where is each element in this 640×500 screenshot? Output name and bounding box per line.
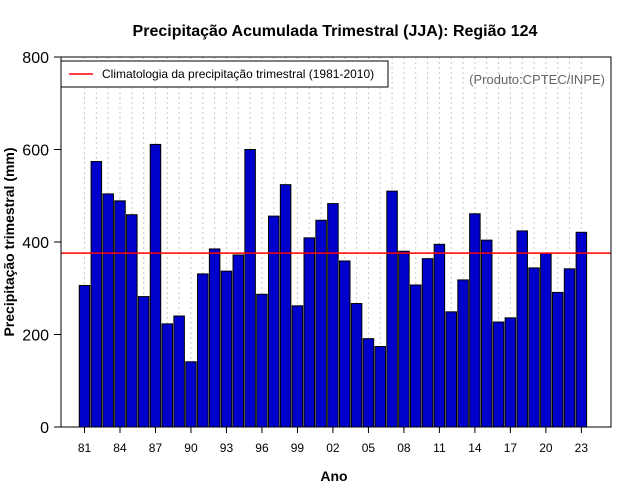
bar-2002 — [327, 203, 339, 428]
bar-2001 — [315, 219, 327, 428]
bar-1983 — [102, 193, 114, 428]
x-tick-label: 23 — [575, 441, 589, 455]
y-tick-label: 200 — [22, 328, 49, 345]
chart-title: Precipitação Acumulada Trimestral (JJA):… — [133, 23, 538, 40]
y-tick-label: 0 — [40, 420, 49, 437]
bar-2005 — [362, 338, 375, 428]
bar-1996 — [256, 293, 268, 428]
x-tick-label: 84 — [113, 441, 127, 455]
legend-label: Climatologia da precipitação trimestral … — [102, 67, 374, 81]
x-tick-label: 99 — [291, 441, 305, 455]
x-tick-label: 02 — [326, 441, 340, 455]
x-tick-label: 20 — [539, 441, 553, 455]
bar-2010 — [421, 258, 434, 428]
bar-2013 — [457, 279, 469, 428]
product-credit: (Produto:CPTEC/INPE) — [469, 72, 605, 87]
bar-1982 — [90, 161, 103, 428]
bar-1981 — [78, 284, 91, 428]
bar-1992 — [208, 248, 221, 428]
bar-1990 — [185, 361, 197, 428]
bar-1994 — [232, 254, 245, 428]
bar-2011 — [433, 243, 446, 428]
bar-1985 — [126, 214, 138, 428]
bar-2021 — [551, 291, 564, 428]
bar-2006 — [374, 346, 386, 428]
x-tick-label: 14 — [468, 441, 482, 455]
bar-2000 — [303, 237, 316, 428]
bar-1999 — [291, 305, 304, 428]
bar-1991 — [197, 273, 209, 428]
bar-1997 — [268, 215, 280, 428]
legend: Climatologia da precipitação trimestral … — [60, 60, 389, 88]
bar-2007 — [386, 190, 398, 428]
x-tick-label: 08 — [397, 441, 411, 455]
y-axis-title: Precipitação trimestral (mm) — [1, 147, 17, 336]
x-tick-label: 93 — [220, 441, 234, 455]
legend-box — [60, 60, 389, 88]
bar-1988 — [161, 323, 174, 428]
x-tick-label: 90 — [184, 441, 198, 455]
bar-2022 — [563, 268, 576, 428]
x-tick-label: 17 — [504, 441, 518, 455]
bar-2004 — [350, 303, 363, 428]
bar-1998 — [279, 184, 292, 428]
x-axis-title: Ano — [320, 468, 347, 484]
bar-2003 — [339, 260, 351, 428]
bar-1986 — [137, 296, 150, 428]
x-tick-label: 96 — [255, 441, 269, 455]
y-tick-label: 600 — [22, 143, 49, 160]
x-tick-label: 81 — [78, 441, 92, 455]
bar-2018 — [516, 230, 528, 428]
bar-2017 — [504, 317, 517, 428]
bar-1984 — [114, 200, 126, 428]
bar-2019 — [528, 267, 540, 428]
bar-2015 — [480, 239, 493, 428]
x-axis: 81 84 87 90 93 96 99 02 05 08 11 14 17 20 23 — [78, 427, 589, 455]
bar-2014 — [469, 213, 481, 428]
x-tick-label: 11 — [433, 441, 446, 455]
x-tick-label: 05 — [362, 441, 376, 455]
bar-2016 — [492, 321, 505, 428]
bar-1987 — [149, 143, 162, 428]
bar-2020 — [540, 252, 552, 428]
bar-1989 — [173, 315, 185, 428]
y-tick-label: 400 — [22, 235, 49, 252]
bar-2009 — [409, 284, 422, 428]
bar-2012 — [445, 311, 457, 428]
bar-2023 — [575, 231, 588, 428]
bars — [78, 143, 588, 428]
y-axis: 0 200 400 600 800 — [22, 50, 61, 437]
y-tick-label: 800 — [22, 50, 49, 67]
bar-1993 — [220, 270, 233, 428]
bar-1995 — [244, 149, 256, 428]
bar-2008 — [398, 250, 410, 428]
x-tick-label: 87 — [149, 441, 163, 455]
